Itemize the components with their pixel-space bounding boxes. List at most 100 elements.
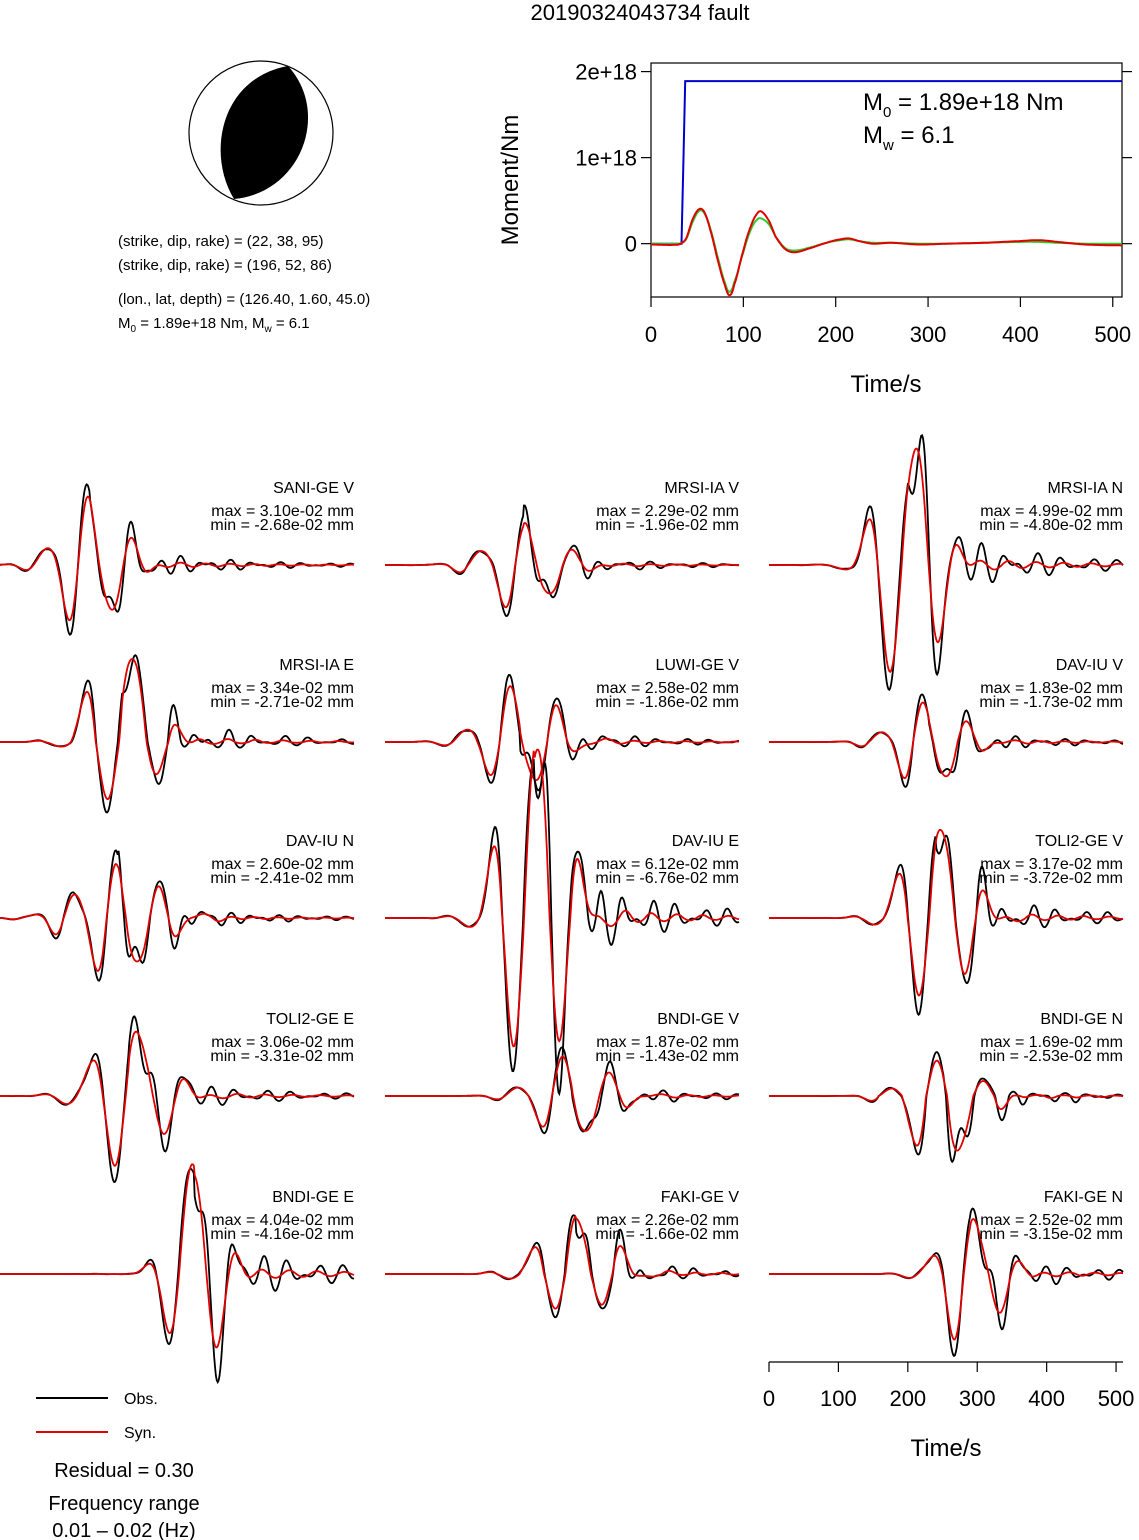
station-label: MRSI-IA E: [279, 657, 354, 674]
moment-xtick-label: 400: [1002, 322, 1039, 347]
synthetic-trace: [0, 495, 354, 621]
max-amplitude-label: max = 1.83e-02 mm: [980, 680, 1123, 697]
max-amplitude-label: max = 3.06e-02 mm: [211, 1034, 354, 1051]
min-amplitude-label: min = -1.66e-02 mm: [595, 1226, 739, 1243]
moment-ytick-label: 2e+18: [575, 60, 637, 85]
station-label: BNDI-GE V: [657, 1011, 739, 1028]
moment-xtick-label: 0: [645, 322, 657, 347]
synthetic-trace: [769, 1059, 1124, 1152]
moment-series-line-2: [651, 207, 1122, 297]
legend: Obs. Syn.: [36, 1391, 158, 1442]
min-amplitude-label: min = -3.72e-02 mm: [979, 870, 1123, 887]
moment-xtick-label: 500: [1094, 322, 1131, 347]
max-amplitude-label: max = 2.26e-02 mm: [596, 1212, 739, 1229]
synthetic-trace: [0, 1030, 355, 1167]
observed-trace: [769, 1051, 1124, 1164]
min-amplitude-label: min = -1.86e-02 mm: [595, 694, 739, 711]
min-amplitude-label: min = -3.31e-02 mm: [210, 1048, 354, 1065]
max-amplitude-label: max = 4.04e-02 mm: [211, 1212, 354, 1229]
min-amplitude-label: min = -4.16e-02 mm: [210, 1226, 354, 1243]
source-location: (lon., lat, depth) = (126.40, 1.60, 45.0…: [118, 291, 370, 308]
station-label: LUWI-GE V: [655, 657, 739, 674]
beachball: [188, 60, 334, 206]
min-amplitude-label: min = -1.96e-02 mm: [595, 517, 739, 534]
synthetic-trace: [385, 748, 740, 1048]
synthetic-trace: [0, 862, 354, 972]
station-label: DAV-IU V: [1056, 657, 1124, 674]
min-amplitude-label: min = -2.53e-02 mm: [979, 1048, 1123, 1065]
max-amplitude-label: max = 4.99e-02 mm: [980, 503, 1123, 520]
max-amplitude-label: max = 1.87e-02 mm: [596, 1034, 739, 1051]
min-amplitude-label: min = -3.15e-02 mm: [979, 1226, 1123, 1243]
source-moment: M0 = 1.89e+18 Nm, Mw = 6.1: [118, 315, 310, 335]
observed-trace: [0, 849, 355, 982]
max-amplitude-label: max = 6.12e-02 mm: [596, 856, 739, 873]
station-label: BNDI-GE N: [1040, 1011, 1123, 1028]
max-amplitude-label: max = 3.34e-02 mm: [211, 680, 354, 697]
frequency-range-value: 0.01 – 0.02 (Hz): [52, 1520, 195, 1540]
beachball-compressional-quadrant: [220, 66, 309, 199]
moment-ylabel: Moment/Nm: [497, 115, 524, 246]
synthetic-trace: [769, 1218, 1123, 1341]
moment-annotation-mw: Mw = 6.1: [863, 122, 955, 154]
moment-annotation-m0: M0 = 1.89e+18 Nm: [863, 89, 1063, 121]
min-amplitude-label: min = -2.41e-02 mm: [210, 870, 354, 887]
min-amplitude-label: min = -2.71e-02 mm: [210, 694, 354, 711]
station-label: SANI-GE V: [273, 480, 354, 497]
moment-ytick-label: 1e+18: [575, 146, 637, 171]
legend-syn-label: Syn.: [124, 1425, 156, 1442]
waveform-xtick-label: 200: [889, 1386, 926, 1411]
station-label: BNDI-GE E: [272, 1189, 354, 1206]
max-amplitude-label: max = 2.60e-02 mm: [211, 856, 354, 873]
source-strike-dip-rake-2: (strike, dip, rake) = (196, 52, 86): [118, 257, 332, 274]
legend-obs-label: Obs.: [124, 1391, 158, 1408]
moment-ytick-label: 0: [625, 232, 637, 257]
moment-series: [651, 80, 1122, 297]
station-label: MRSI-IA N: [1047, 480, 1123, 497]
synthetic-trace: [385, 522, 740, 609]
max-amplitude-label: max = 2.58e-02 mm: [596, 680, 739, 697]
station-label: FAKI-GE V: [661, 1189, 740, 1206]
station-label: TOLI2-GE E: [266, 1011, 354, 1028]
moment-x-axis: 0 100 200 300 400 500: [645, 297, 1131, 347]
station-label: DAV-IU N: [286, 833, 354, 850]
synthetic-trace: [385, 685, 739, 782]
waveform-xtick-label: 0: [763, 1386, 775, 1411]
moment-xtick-label: 100: [725, 322, 762, 347]
synthetic-trace: [0, 658, 354, 801]
station-label: FAKI-GE N: [1044, 1189, 1123, 1206]
max-amplitude-label: max = 1.69e-02 mm: [980, 1034, 1123, 1051]
observed-trace: [0, 654, 355, 814]
min-amplitude-label: min = -4.80e-02 mm: [979, 517, 1123, 534]
waveform-xtick-label: 300: [959, 1386, 996, 1411]
station-label: MRSI-IA V: [664, 480, 739, 497]
max-amplitude-label: max = 2.52e-02 mm: [980, 1212, 1123, 1229]
figure-title: 20190324043734 fault: [531, 0, 750, 25]
frequency-range-title: Frequency range: [48, 1493, 199, 1515]
waveform-x-axis: 0 100 200 300 400 500: [763, 1361, 1135, 1411]
moment-series-line-1: [651, 209, 1122, 293]
source-strike-dip-rake-1: (strike, dip, rake) = (22, 38, 95): [118, 233, 324, 250]
moment-plot: 0 1e+18 2e+18 0 100 200 300 400 500 Moment/Nm T…: [497, 60, 1132, 398]
min-amplitude-label: min = -1.43e-02 mm: [595, 1048, 739, 1065]
waveform-xtick-label: 500: [1098, 1386, 1135, 1411]
moment-y-axis: 0 1e+18 2e+18: [575, 60, 1132, 257]
max-amplitude-label: max = 3.10e-02 mm: [211, 503, 354, 520]
moment-xtick-label: 200: [817, 322, 854, 347]
moment-xtick-label: 300: [910, 322, 947, 347]
min-amplitude-label: min = -2.68e-02 mm: [210, 517, 354, 534]
synthetic-trace: [385, 1055, 739, 1132]
